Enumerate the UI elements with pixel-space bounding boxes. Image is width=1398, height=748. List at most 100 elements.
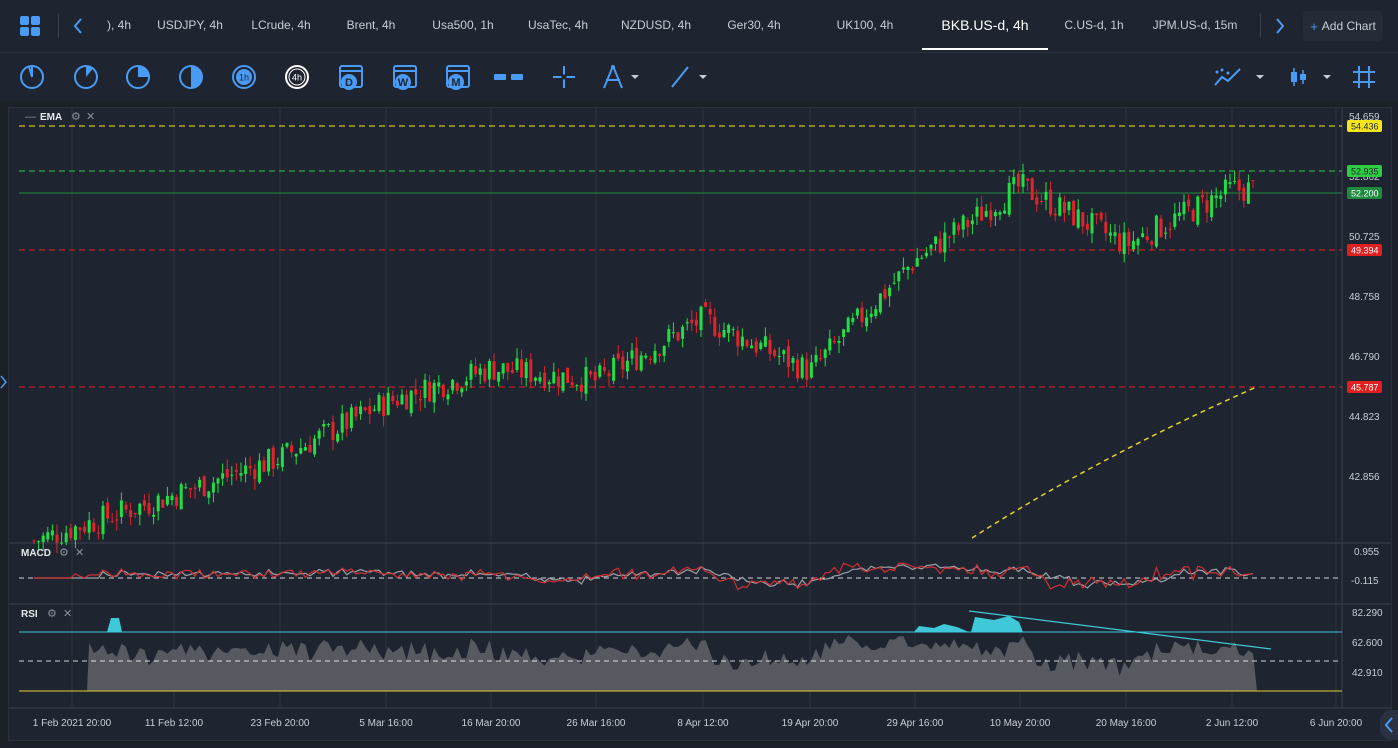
candle-body <box>897 271 901 282</box>
chart-tab-bar: ), 4h USDJPY, 4h LCrude, 4h Brent, 4h Us… <box>0 0 1398 53</box>
candle-body <box>892 282 896 284</box>
1-hour-timeframe-icon[interactable]: 1h <box>228 61 260 93</box>
chevron-down-icon[interactable] <box>1253 61 1267 93</box>
settings-gear-icon[interactable]: ⚙ <box>71 111 81 123</box>
scroll-right-arrow-icon[interactable] <box>1270 14 1290 38</box>
candle-body <box>147 503 151 514</box>
candle-body <box>593 371 597 381</box>
candle-body <box>579 384 583 392</box>
candle-body <box>662 345 666 356</box>
close-icon[interactable]: ✕ <box>63 608 73 620</box>
candle-body <box>1205 200 1209 213</box>
candle-body <box>952 222 956 235</box>
crosshair-icon[interactable] <box>548 61 580 93</box>
trend-line-icon[interactable] <box>664 61 696 93</box>
candle-body <box>832 340 836 343</box>
macd-scale-label: 0.955 <box>1354 547 1379 558</box>
time-label: 6 Jun 20:00 <box>1310 718 1363 729</box>
chart-panel[interactable]: 54.659 52.862 50.725 48.758 46.790 44.82… <box>8 107 1392 741</box>
scroll-left-arrow-icon[interactable] <box>68 14 88 38</box>
rsi-trend-line[interactable] <box>968 610 1272 650</box>
candle-body <box>993 212 997 217</box>
tab-partial[interactable]: ), 4h <box>106 18 131 32</box>
price-label: 44.823 <box>1349 412 1380 423</box>
horizontal-lines-icon[interactable] <box>493 61 525 93</box>
collapse-icon[interactable]: — <box>25 111 36 123</box>
15-minute-timeframe-icon[interactable] <box>122 61 154 93</box>
chevron-down-icon[interactable] <box>1320 61 1334 93</box>
candle-body <box>1173 213 1177 227</box>
settings-gear-icon[interactable]: ⚙ <box>47 608 57 620</box>
candle-body <box>138 503 142 515</box>
candle-body <box>313 438 317 455</box>
candle-body <box>414 389 418 395</box>
grid-icon[interactable] <box>1348 61 1380 93</box>
expand-panel-button[interactable] <box>1380 710 1398 740</box>
tab-usdjpy[interactable]: USDJPY, 4h <box>157 18 223 32</box>
tab-bkb-us-d[interactable]: BKB.US-d, 4h <box>922 0 1048 50</box>
candle-body <box>400 394 404 405</box>
candle-body <box>198 479 202 488</box>
candle-body <box>1251 180 1255 182</box>
tab-brent[interactable]: Brent, 4h <box>346 18 396 32</box>
chevron-down-icon[interactable] <box>696 61 710 93</box>
level-value: 52.200 <box>1351 189 1379 199</box>
candle-body <box>1127 232 1131 246</box>
chevron-down-icon[interactable] <box>628 61 642 93</box>
candle-body <box>842 329 846 337</box>
layout-grid-icon[interactable] <box>12 10 48 42</box>
indicators-icon[interactable] <box>1212 61 1244 93</box>
candle-body <box>625 360 629 372</box>
candle-body <box>1219 195 1223 199</box>
price-chart[interactable]: 54.659 52.862 50.725 48.758 46.790 44.82… <box>9 108 1391 740</box>
1-minute-timeframe-icon[interactable] <box>16 61 48 93</box>
30-minute-timeframe-icon[interactable] <box>175 61 207 93</box>
tab-uk100[interactable]: UK100, 4h <box>836 18 894 32</box>
candle-body <box>947 236 951 238</box>
close-icon[interactable]: ✕ <box>86 111 96 123</box>
weekly-timeframe-icon[interactable]: W <box>389 61 421 93</box>
candle-body <box>317 430 321 439</box>
candle-body <box>1076 209 1080 228</box>
tab-ger30[interactable]: Ger30, 4h <box>727 18 781 32</box>
candle-body <box>1228 182 1232 185</box>
candle-body <box>386 392 390 415</box>
candle-body <box>437 382 441 387</box>
level-badge-green <box>1347 165 1382 177</box>
candle-body <box>290 445 294 453</box>
add-chart-button[interactable]: + Add Chart <box>1303 11 1383 41</box>
5-minute-timeframe-icon[interactable] <box>70 61 102 93</box>
candle-body <box>299 448 303 454</box>
candle-body <box>1187 199 1191 207</box>
candle-body <box>308 444 312 453</box>
monthly-timeframe-icon[interactable]: M <box>442 61 474 93</box>
drawing-compass-icon[interactable] <box>597 61 629 93</box>
candle-body <box>943 232 947 253</box>
tab-c-us-d[interactable]: C.US-d, 1h <box>1064 18 1124 32</box>
candle-body <box>124 504 128 510</box>
candle-body <box>1003 210 1007 214</box>
close-icon[interactable]: ✕ <box>75 547 85 559</box>
candle-body <box>1044 191 1048 200</box>
candle-body <box>929 244 933 249</box>
candle-body <box>64 532 68 543</box>
candle-body <box>920 257 924 259</box>
tab-nzdusd[interactable]: NZDUSD, 4h <box>620 18 691 32</box>
settings-gear-icon[interactable]: ⚙ <box>59 547 69 559</box>
tab-lcrude[interactable]: LCrude, 4h <box>251 18 311 32</box>
candle-body <box>349 407 353 428</box>
tab-usatec[interactable]: UsaTec, 4h <box>527 18 589 32</box>
4-hour-timeframe-icon[interactable]: 4h <box>281 61 313 93</box>
tab-jpm-us-d[interactable]: JPM.US-d, 15m <box>1152 18 1238 32</box>
candle-body <box>543 372 547 389</box>
candle-body <box>690 319 694 324</box>
svg-text:4h: 4h <box>292 73 302 83</box>
candle-body <box>1246 182 1250 204</box>
macd-signal-line <box>34 563 1254 589</box>
daily-timeframe-icon[interactable]: D <box>335 61 367 93</box>
tab-usa500[interactable]: Usa500, 1h <box>432 18 494 32</box>
chart-type-candles-icon[interactable] <box>1282 61 1314 93</box>
candle-body <box>1141 233 1145 238</box>
candle-body <box>1122 232 1126 255</box>
collapse-panel-arrow-icon[interactable] <box>0 372 8 392</box>
